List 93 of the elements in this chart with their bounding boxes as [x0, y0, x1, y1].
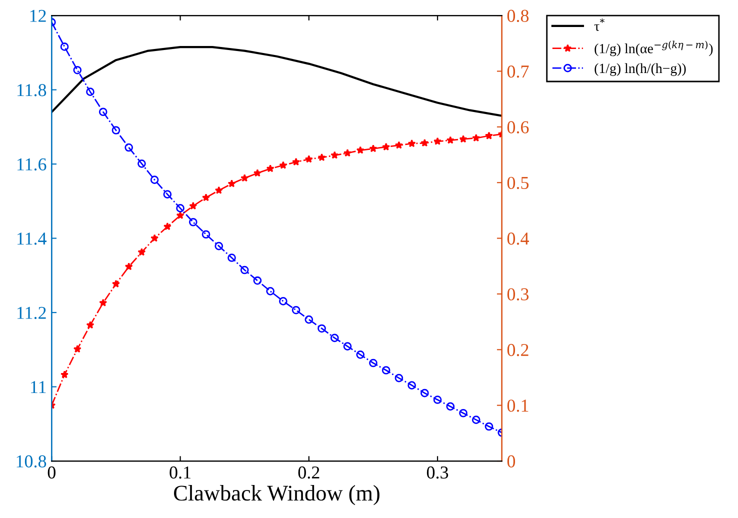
x-tick-label: 0.1 [170, 466, 190, 479]
point [214, 242, 224, 250]
point [86, 320, 94, 329]
point [343, 342, 352, 350]
legend-label: τ$^{*}$ [594, 18, 604, 31]
y2-tick-label: 0.5 [507, 176, 529, 190]
legend-label: (1/g) ln(h/(h−g)) [594, 63, 686, 76]
point [279, 297, 288, 306]
point [369, 144, 378, 152]
y-tick-label: 11.4 [17, 232, 47, 245]
point [266, 287, 274, 296]
point [266, 164, 274, 172]
point [60, 370, 69, 378]
point [188, 218, 198, 226]
line-series [52, 46, 502, 117]
point [472, 134, 480, 142]
point [112, 126, 120, 134]
x-tick-label: 0.3 [426, 466, 448, 479]
point [99, 298, 108, 306]
point [189, 202, 198, 210]
point [124, 143, 133, 152]
point [434, 137, 442, 145]
y2-tick-label: 0.1 [507, 400, 528, 412]
point [176, 211, 184, 219]
y-tick-label: 12 [30, 10, 46, 22]
point [408, 381, 416, 390]
point [228, 180, 236, 188]
y2-tick-label: 0.4 [507, 232, 529, 245]
point [240, 266, 249, 274]
point [369, 358, 378, 368]
point [433, 396, 442, 404]
x-axis-title: Clawback Window (m) [174, 485, 380, 506]
point [330, 334, 339, 342]
point [472, 416, 480, 424]
point [343, 148, 352, 157]
point [420, 138, 429, 147]
point [318, 153, 326, 162]
point [382, 366, 390, 374]
point [318, 324, 326, 333]
point [228, 254, 236, 262]
point [394, 141, 403, 149]
y2-tick-label: 0 [507, 455, 516, 468]
y2-tick-label: 0.8 [507, 10, 529, 22]
point [124, 262, 133, 270]
point [214, 186, 223, 194]
point [292, 158, 300, 166]
y-tick-label: 10.8 [16, 455, 46, 468]
point [382, 142, 390, 150]
y2-tick-label: 0.6 [507, 121, 529, 134]
point [356, 350, 365, 359]
point [150, 176, 159, 184]
y2-tick-label: 0.7 [507, 65, 529, 78]
point [138, 248, 146, 256]
x-tick-label: 0 [48, 466, 56, 479]
y-tick-label: 11.8 [17, 84, 46, 96]
point [202, 193, 210, 202]
point [150, 234, 159, 242]
y-tick-label: 11 [31, 381, 46, 394]
point [73, 66, 82, 74]
point [356, 146, 364, 154]
point [446, 402, 455, 411]
point [459, 134, 468, 143]
point [73, 344, 82, 353]
point [202, 230, 210, 239]
point [279, 161, 288, 169]
point [292, 306, 300, 314]
y-tick-label: 11.6 [17, 158, 46, 171]
point [446, 136, 454, 144]
point [459, 408, 468, 418]
point [253, 168, 262, 177]
point [420, 388, 429, 398]
point [484, 422, 494, 431]
x-tick-label: 0.2 [298, 466, 320, 479]
point [394, 374, 404, 382]
point [304, 155, 313, 163]
point [408, 139, 416, 148]
point [98, 108, 108, 116]
legend-label: (1/g) ln(αe$^{−g(kη−m)}$) [594, 40, 713, 56]
point [60, 42, 69, 51]
point [163, 222, 172, 230]
point [484, 132, 493, 140]
y2-tick-label: 0.2 [507, 344, 528, 356]
point [138, 159, 146, 168]
y2-tick-label: 0.3 [507, 288, 529, 300]
point [240, 174, 249, 182]
y-tick-label: 11.2 [17, 306, 46, 320]
point [304, 315, 314, 324]
point [112, 280, 120, 288]
point [253, 276, 262, 285]
point [176, 204, 184, 212]
point [86, 88, 94, 96]
point [163, 190, 172, 198]
point [330, 151, 339, 159]
